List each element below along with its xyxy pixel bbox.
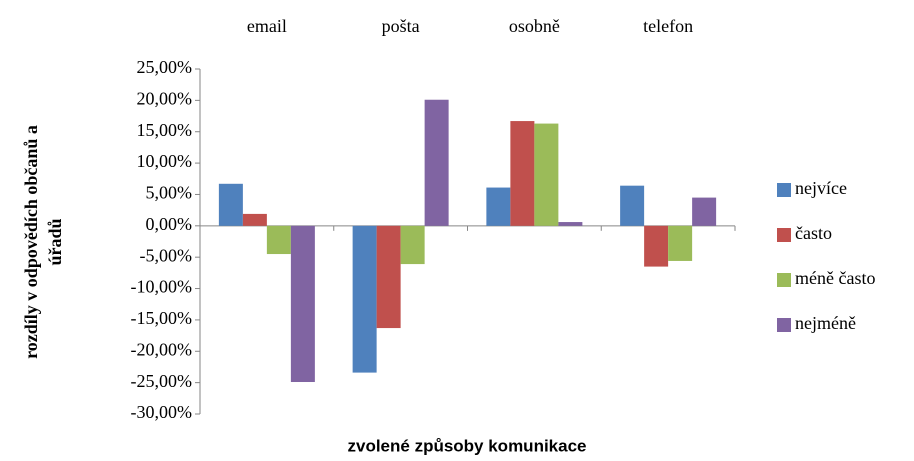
y-tick-label: 20,00% xyxy=(137,88,193,108)
y-axis-title-line: úřadů xyxy=(45,218,65,265)
y-tick-label: -5,00% xyxy=(140,245,193,265)
bar xyxy=(620,185,645,226)
y-tick-label: 10,00% xyxy=(137,151,193,171)
y-tick-label: -15,00% xyxy=(131,308,193,328)
y-tick-label: 15,00% xyxy=(137,120,193,140)
y-tick-label: 25,00% xyxy=(137,57,193,77)
legend-swatch xyxy=(777,183,791,197)
category-label: pošta xyxy=(382,16,420,36)
x-axis-title: zvolené způsoby komunikace xyxy=(347,436,586,455)
legend-label: často xyxy=(795,223,832,243)
legend-swatch xyxy=(777,273,791,287)
category-label: email xyxy=(247,16,287,36)
y-tick-label: -10,00% xyxy=(131,277,193,297)
bar xyxy=(290,225,315,383)
bar xyxy=(400,225,425,265)
legend-label: nejméně xyxy=(795,313,856,333)
bar xyxy=(218,183,243,226)
bar xyxy=(692,197,717,226)
y-tick-label: 5,00% xyxy=(146,183,193,203)
bar xyxy=(644,225,669,267)
bar xyxy=(668,225,693,261)
bar xyxy=(534,123,559,226)
bar xyxy=(266,225,291,255)
bar xyxy=(486,187,511,226)
y-tick-label: -20,00% xyxy=(131,339,193,359)
category-label: telefon xyxy=(643,16,693,36)
bar xyxy=(376,225,401,329)
category-label: osobně xyxy=(509,16,560,36)
legend-label: méně často xyxy=(795,268,875,288)
bar xyxy=(352,225,377,373)
bar xyxy=(242,213,267,226)
y-axis-title-line: rozdíly v odpovědích občanů a xyxy=(21,125,41,359)
bar xyxy=(558,222,583,226)
legend-swatch xyxy=(777,228,791,242)
y-tick-label: -30,00% xyxy=(131,402,193,422)
bar xyxy=(510,121,535,226)
legend-label: nejvíce xyxy=(795,178,847,198)
y-axis-title: rozdíly v odpovědích občanů a úřadů xyxy=(21,125,65,359)
y-tick-label: 0,00% xyxy=(146,214,193,234)
legend-swatch xyxy=(777,318,791,332)
bar xyxy=(424,99,449,226)
y-tick-label: -25,00% xyxy=(131,371,193,391)
